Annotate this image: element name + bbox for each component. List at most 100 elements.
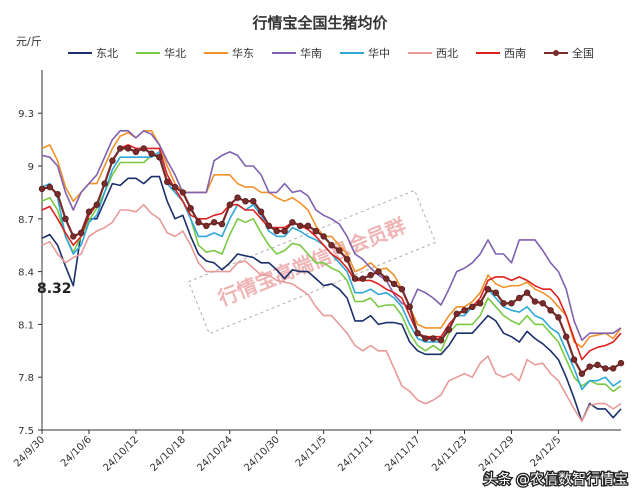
national-marker (62, 215, 69, 223)
national-marker (383, 275, 390, 282)
national-marker (445, 326, 453, 333)
national-marker (289, 219, 296, 226)
national-marker (156, 154, 163, 161)
legend-marker (553, 50, 559, 56)
legend-item: 东北 (68, 47, 118, 60)
national-marker (594, 361, 601, 369)
national-marker (132, 148, 140, 156)
series-line-华中 (41, 151, 622, 391)
national-marker (609, 365, 617, 372)
national-marker (124, 145, 132, 152)
y-tick-label: 7.8 (18, 373, 34, 384)
x-tick-label: 24/10/24 (195, 434, 235, 474)
national-marker (54, 190, 61, 198)
source-credit: 头条 @农信数智行情宝 (484, 471, 628, 488)
y-axis-unit-label: 元/斤 (16, 35, 42, 48)
national-marker (85, 208, 93, 215)
national-marker (523, 289, 531, 296)
legend-item: 西南 (476, 47, 526, 60)
national-marker (46, 183, 54, 191)
national-marker (336, 247, 343, 254)
series-line-西北 (41, 203, 622, 422)
national-marker (38, 185, 46, 193)
y-tick-label: 7.5 (18, 426, 34, 437)
national-marker (187, 205, 194, 212)
national-marker (430, 335, 437, 342)
legend-item: 全国 (544, 46, 594, 60)
national-marker (422, 335, 429, 342)
national-marker (359, 275, 366, 282)
national-marker (140, 145, 147, 152)
x-tick-label: 24/11/5 (294, 434, 329, 469)
national-marker (242, 198, 249, 205)
national-marker (304, 222, 312, 230)
national-marker (281, 227, 288, 235)
national-marker (375, 268, 382, 275)
national-marker (218, 220, 226, 228)
y-tick-label: 8.1 (18, 320, 34, 331)
callout-label: 8.32 (37, 281, 72, 297)
x-tick-label: 24/11/29 (477, 434, 517, 474)
national-marker (265, 222, 273, 230)
legend-label: 西南 (504, 47, 526, 60)
national-marker (101, 180, 108, 187)
series-line-西南 (41, 144, 622, 361)
legend-item: 西北 (408, 47, 458, 60)
national-marker (508, 300, 515, 307)
national-marker (343, 256, 351, 263)
national-marker (500, 300, 507, 307)
y-tick-label: 9 (28, 162, 34, 173)
national-marker (234, 194, 241, 201)
national-marker (570, 356, 578, 363)
national-marker (555, 314, 562, 321)
national-marker (492, 289, 500, 296)
legend-item: 华东 (204, 46, 254, 60)
x-tick-label: 24/10/12 (101, 434, 141, 474)
legend-label: 华南 (300, 46, 322, 60)
national-marker (437, 337, 445, 344)
legend-label: 西北 (436, 47, 458, 60)
national-marker (563, 333, 570, 340)
national-marker (226, 201, 233, 208)
national-marker (179, 189, 187, 196)
legend-label: 华中 (368, 46, 390, 60)
national-marker (109, 157, 116, 164)
national-marker (469, 303, 476, 310)
chart-title: 行情宝全国生猪均价 (251, 14, 388, 32)
national-marker (617, 359, 625, 367)
national-marker (586, 363, 593, 370)
national-marker (367, 271, 374, 279)
national-marker (406, 303, 413, 310)
national-marker (328, 242, 335, 249)
national-marker (461, 307, 468, 314)
national-marker (171, 183, 179, 191)
national-marker (578, 370, 586, 377)
legend-item: 华北 (136, 46, 186, 60)
x-tick-label: 24/9/30 (12, 434, 47, 469)
national-marker (273, 227, 280, 235)
national-markers (38, 145, 625, 377)
national-marker (195, 219, 202, 226)
national-marker (163, 178, 171, 186)
national-marker (203, 222, 210, 230)
legend-item: 华南 (272, 46, 322, 60)
watermark-frame (187, 189, 437, 335)
y-tick-label: 9.3 (18, 109, 34, 120)
x-tick-label: 24/12/5 (528, 434, 563, 469)
national-marker (476, 300, 484, 307)
y-tick-label: 8.4 (18, 268, 34, 279)
legend-label: 华北 (164, 46, 186, 60)
legend-item: 华中 (340, 46, 390, 60)
national-marker (93, 201, 100, 208)
national-marker (250, 198, 257, 205)
national-marker (148, 150, 155, 157)
x-tick-label: 24/10/30 (242, 434, 282, 474)
national-marker (531, 298, 539, 305)
national-marker (117, 145, 124, 152)
national-marker (539, 300, 546, 307)
x-tick-label: 24/10/18 (148, 434, 188, 474)
legend-label: 东北 (96, 47, 118, 60)
x-tick-label: 24/11/23 (430, 434, 470, 474)
